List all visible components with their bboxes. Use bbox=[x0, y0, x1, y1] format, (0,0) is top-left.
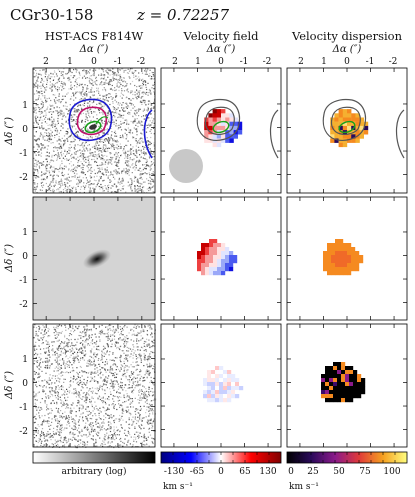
x-tick-label: 0 bbox=[91, 57, 97, 67]
colorbar-velocity-tick: 0 bbox=[218, 467, 224, 477]
axis-tick-marks bbox=[33, 68, 407, 447]
column-title-velocity-field: Velocity field bbox=[182, 29, 259, 43]
colorbar-velocity: -130 -65 0 65 130 km s⁻¹ bbox=[160, 451, 282, 492]
column-title-hst: HST-ACS F814W bbox=[45, 29, 144, 43]
object-name: CGr30-158 bbox=[10, 6, 93, 24]
redshift-label: z = 0.72257 bbox=[136, 6, 229, 24]
x-axis-label-velocity-field: Δα (″) bbox=[206, 44, 236, 55]
y-tick-label: -2 bbox=[19, 427, 28, 437]
x-tick-label: 1 bbox=[67, 57, 73, 67]
y-tick-labels-row-2: 1 0 -1 -2 bbox=[19, 228, 28, 310]
x-tick-label: 0 bbox=[218, 57, 224, 67]
x-tick-label: -1 bbox=[114, 57, 123, 67]
panel-velocity-field-row-1 bbox=[160, 67, 282, 194]
panel-velocity-dispersion-model bbox=[286, 196, 408, 321]
x-tick-label: 1 bbox=[195, 57, 201, 67]
colorbar-dispersion-unit: km s⁻¹ bbox=[289, 482, 319, 492]
y-tick-label: -1 bbox=[19, 149, 28, 159]
y-axis-label-row-1: Δδ (″) bbox=[4, 117, 15, 146]
x-tick-label: -2 bbox=[137, 57, 146, 67]
x-tick-label: 2 bbox=[43, 57, 49, 67]
colorbar-dispersion: 0 25 50 75 100 km s⁻¹ bbox=[286, 451, 408, 492]
x-tick-label: 1 bbox=[321, 57, 327, 67]
panel-velocity-field-model bbox=[160, 196, 282, 321]
y-axis-label-row-3: Δδ (″) bbox=[4, 371, 15, 400]
x-tick-labels-hst: 2 1 0 -1 -2 bbox=[43, 57, 145, 67]
panel-velocity-field-residual bbox=[160, 323, 282, 448]
x-tick-labels-velocity-field: 2 1 0 -1 -2 bbox=[172, 57, 271, 67]
y-tick-label: 0 bbox=[22, 252, 28, 262]
colorbar-velocity-tick: 130 bbox=[259, 467, 276, 477]
panel-hst-image-contours bbox=[32, 67, 156, 194]
colorbar-velocity-unit: km s⁻¹ bbox=[163, 482, 193, 492]
colorbar-dispersion-tick: 50 bbox=[333, 467, 345, 477]
panel-residual-image bbox=[32, 323, 157, 449]
colorbar-dispersion-tick: 0 bbox=[288, 467, 294, 477]
y-tick-label: -1 bbox=[19, 403, 28, 413]
y-tick-labels-row-3: 1 0 -1 -2 bbox=[19, 355, 28, 437]
x-tick-labels-velocity-dispersion: 2 1 0 -1 -2 bbox=[298, 57, 397, 67]
y-axis-label-row-2: Δδ (″) bbox=[4, 244, 15, 273]
colorbar-velocity-tick: 65 bbox=[239, 467, 251, 477]
x-tick-label: -1 bbox=[366, 57, 375, 67]
psf-disk bbox=[169, 149, 203, 183]
y-tick-label: 1 bbox=[22, 101, 28, 111]
y-tick-labels-row-1: 1 0 -1 -2 bbox=[19, 101, 28, 183]
y-tick-label: 1 bbox=[22, 228, 28, 238]
x-tick-label: -2 bbox=[389, 57, 398, 67]
x-axis-label-hst: Δα (″) bbox=[79, 44, 109, 55]
colorbar-velocity-tick: -65 bbox=[190, 467, 205, 477]
colorbar-dispersion-tick: 75 bbox=[359, 467, 371, 477]
x-tick-label: -1 bbox=[240, 57, 249, 67]
colorbar-dispersion-tick: 100 bbox=[383, 467, 400, 477]
panel-velocity-dispersion-row-1 bbox=[286, 67, 408, 194]
y-tick-label: 0 bbox=[22, 379, 28, 389]
x-axis-label-velocity-dispersion: Δα (″) bbox=[332, 44, 362, 55]
y-tick-label: 0 bbox=[22, 125, 28, 135]
y-tick-label: -1 bbox=[19, 276, 28, 286]
x-tick-label: 2 bbox=[298, 57, 304, 67]
panel-model-image bbox=[32, 196, 156, 321]
column-title-velocity-dispersion: Velocity dispersion bbox=[291, 29, 403, 43]
y-tick-label: -2 bbox=[19, 173, 28, 183]
x-tick-label: -2 bbox=[263, 57, 272, 67]
y-tick-label: -2 bbox=[19, 300, 28, 310]
colorbar-dispersion-tick: 25 bbox=[307, 467, 319, 477]
x-tick-label: 0 bbox=[344, 57, 350, 67]
x-tick-label: 2 bbox=[172, 57, 178, 67]
panel-velocity-dispersion-residual bbox=[286, 323, 408, 448]
colorbar-velocity-tick: -130 bbox=[164, 467, 184, 477]
colorbar-flux-label: arbitrary (log) bbox=[62, 466, 127, 477]
y-tick-label: 1 bbox=[22, 355, 28, 365]
colorbar-flux: arbitrary (log) bbox=[32, 451, 156, 477]
